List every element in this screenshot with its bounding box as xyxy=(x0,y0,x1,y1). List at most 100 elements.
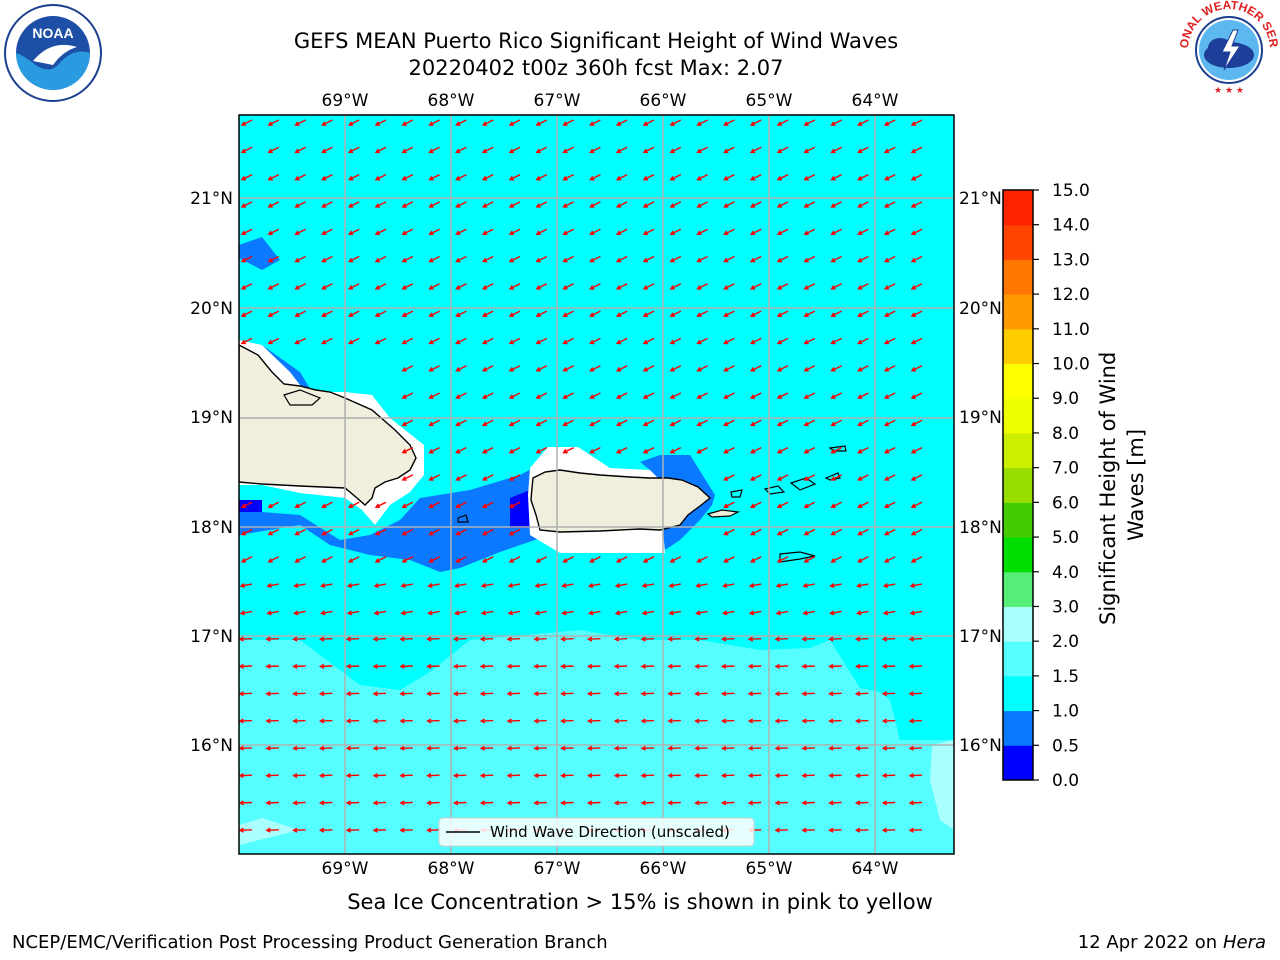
wind-wave-arrow xyxy=(669,556,682,563)
svg-text:★ ★ ★: ★ ★ ★ xyxy=(1214,86,1244,96)
wind-wave-arrow xyxy=(506,691,521,697)
wind-wave-arrow xyxy=(562,283,574,290)
wind-wave-arrow xyxy=(883,446,896,454)
wind-wave-arrow xyxy=(401,556,414,563)
wind-wave-arrow xyxy=(562,228,574,236)
wind-wave-arrow xyxy=(669,419,682,427)
lon-label: 66°W xyxy=(640,91,687,111)
wind-wave-arrow xyxy=(615,419,628,427)
map-legend: Wind Wave Direction (unscaled) xyxy=(438,817,755,847)
wind-wave-arrow xyxy=(774,636,789,642)
wind-wave-arrow xyxy=(428,556,440,563)
wind-wave-arrow xyxy=(883,228,896,236)
wind-wave-arrow xyxy=(589,173,601,181)
wind-wave-arrow xyxy=(696,337,708,345)
wind-wave-arrow xyxy=(589,365,601,372)
wind-wave-arrow xyxy=(883,501,896,509)
wind-wave-arrow xyxy=(720,800,735,806)
wind-wave-arrow xyxy=(589,255,601,263)
wind-wave-arrow xyxy=(294,201,306,208)
wind-wave-arrow xyxy=(883,392,896,399)
wind-wave-arrow xyxy=(775,583,789,589)
wind-wave-arrow xyxy=(723,365,735,372)
wind-wave-arrow xyxy=(828,718,842,724)
wind-wave-arrow xyxy=(694,800,708,806)
island-vieques xyxy=(706,509,741,518)
wind-wave-arrow xyxy=(428,146,440,154)
wind-wave-arrow xyxy=(881,663,896,669)
wind-wave-arrow xyxy=(318,691,333,697)
wind-wave-arrow xyxy=(749,310,762,317)
wind-wave-arrow xyxy=(747,718,762,724)
wind-wave-arrow xyxy=(267,201,280,208)
wind-wave-arrow xyxy=(749,146,762,154)
wind-wave-arrow xyxy=(749,337,762,345)
wind-wave-arrow xyxy=(399,718,413,724)
wind-wave-arrow xyxy=(720,636,735,642)
wind-wave-arrow xyxy=(318,800,333,806)
wind-wave-arrow xyxy=(910,337,923,345)
wind-wave-arrow xyxy=(883,173,896,181)
wind-wave-arrow xyxy=(399,800,413,806)
wind-wave-arrow xyxy=(774,800,789,806)
wind-wave-arrow xyxy=(667,718,681,724)
wind-wave-arrow xyxy=(881,800,896,806)
wind-wave-arrow xyxy=(506,718,521,724)
wind-wave-arrow xyxy=(507,583,521,589)
wind-wave-arrow xyxy=(481,392,494,399)
lat-label: 20°N xyxy=(959,299,1002,319)
wind-wave-arrow xyxy=(321,146,333,154)
wind-wave-arrow xyxy=(294,173,306,181)
wind-wave-arrow xyxy=(347,173,360,181)
colorbar-swatch xyxy=(1003,224,1033,260)
wind-wave-arrow xyxy=(239,663,253,669)
wind-wave-arrow xyxy=(857,337,869,345)
wind-wave-arrow xyxy=(910,201,923,208)
lat-label: 17°N xyxy=(959,627,1002,647)
wind-wave-arrow xyxy=(535,365,548,372)
wind-wave-arrow xyxy=(562,201,574,208)
wind-wave-arrow xyxy=(240,228,253,236)
wind-wave-arrow xyxy=(428,283,440,290)
wind-wave-arrow xyxy=(801,800,815,806)
lat-label: 21°N xyxy=(190,189,233,209)
wind-wave-arrow xyxy=(508,119,521,126)
wind-wave-arrow xyxy=(720,745,735,751)
wind-wave-arrow xyxy=(669,255,682,263)
wind-wave-arrow xyxy=(694,663,708,669)
lon-label: 69°W xyxy=(322,859,369,879)
wind-wave-arrow xyxy=(374,283,387,290)
wind-wave-arrow xyxy=(481,119,494,126)
wind-wave-arrow xyxy=(749,501,762,509)
wind-wave-arrow xyxy=(374,337,387,345)
wind-wave-arrow xyxy=(455,419,467,427)
wind-wave-arrow xyxy=(857,255,869,263)
wind-wave-arrow xyxy=(776,337,789,345)
wind-wave-arrow xyxy=(613,718,628,724)
wind-wave-arrow xyxy=(535,255,548,263)
wind-wave-arrow xyxy=(774,718,789,724)
wind-wave-arrow xyxy=(857,392,869,399)
lon-label: 67°W xyxy=(534,859,581,879)
wind-wave-arrow xyxy=(318,718,333,724)
wind-wave-arrow xyxy=(426,773,440,779)
colorbar-swatch xyxy=(1003,363,1033,399)
wind-wave-arrow xyxy=(508,173,521,181)
colorbar-tick-label: 9.0 xyxy=(1052,389,1079,409)
wind-wave-arrow xyxy=(455,474,467,481)
wind-wave-arrow xyxy=(481,474,494,481)
wind-wave-arrow xyxy=(480,610,494,616)
wind-wave-arrow xyxy=(455,255,467,263)
wind-wave-arrow xyxy=(857,474,869,481)
wind-wave-arrow xyxy=(294,310,306,317)
wind-wave-arrow xyxy=(909,610,923,616)
lon-label: 68°W xyxy=(428,859,475,879)
wind-wave-arrow xyxy=(400,610,413,616)
wind-wave-arrow xyxy=(428,392,440,399)
wind-wave-arrow xyxy=(883,528,896,536)
wind-wave-arrow xyxy=(910,501,923,509)
wind-wave-arrow xyxy=(428,119,440,126)
colorbar-tick-label: 5.0 xyxy=(1052,528,1079,548)
wind-wave-arrow xyxy=(776,392,789,399)
wind-wave-arrow xyxy=(613,745,628,751)
